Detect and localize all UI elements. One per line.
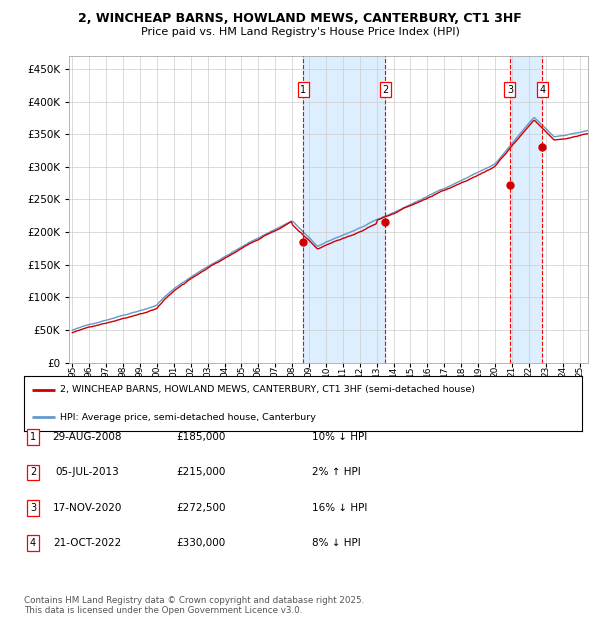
Text: 20: 20	[203, 379, 212, 391]
Text: 97: 97	[101, 366, 110, 377]
Text: 20: 20	[491, 379, 500, 391]
Text: 20: 20	[305, 379, 314, 391]
Text: 20: 20	[220, 379, 229, 391]
Text: 21-OCT-2022: 21-OCT-2022	[53, 538, 121, 548]
Text: 00: 00	[152, 366, 161, 377]
Text: 06: 06	[254, 366, 263, 377]
Text: 10: 10	[322, 366, 331, 377]
Text: 19: 19	[136, 379, 145, 391]
Text: £272,500: £272,500	[176, 503, 226, 513]
Bar	[304, 56, 385, 363]
Text: 19: 19	[473, 366, 482, 377]
Text: 20: 20	[169, 379, 178, 391]
Text: 05: 05	[237, 366, 246, 377]
Text: 20: 20	[491, 366, 500, 377]
Text: 20: 20	[152, 379, 161, 391]
Text: 19: 19	[68, 379, 77, 391]
Text: 14: 14	[389, 366, 398, 377]
Text: 2% ↑ HPI: 2% ↑ HPI	[312, 467, 361, 477]
Text: 09: 09	[305, 366, 314, 377]
Text: 96: 96	[85, 366, 94, 377]
Text: 1: 1	[300, 85, 307, 95]
Text: 20: 20	[473, 379, 482, 391]
Text: 98: 98	[119, 366, 128, 377]
Text: 05-JUL-2013: 05-JUL-2013	[55, 467, 119, 477]
Text: 01: 01	[169, 366, 178, 377]
Text: 24: 24	[558, 366, 567, 377]
Text: 10% ↓ HPI: 10% ↓ HPI	[312, 432, 367, 442]
Text: 16% ↓ HPI: 16% ↓ HPI	[312, 503, 367, 513]
Text: 18: 18	[457, 366, 466, 377]
Text: 20: 20	[508, 379, 517, 391]
Bar	[510, 56, 542, 363]
Text: 3: 3	[507, 85, 513, 95]
Text: Contains HM Land Registry data © Crown copyright and database right 2025.
This d: Contains HM Land Registry data © Crown c…	[24, 596, 364, 615]
Text: 03: 03	[203, 366, 212, 377]
Text: 99: 99	[136, 366, 145, 377]
Text: 20: 20	[541, 379, 550, 391]
Text: 20: 20	[355, 379, 364, 391]
Text: 20: 20	[322, 379, 331, 391]
Text: 20: 20	[254, 379, 263, 391]
Text: 2, WINCHEAP BARNS, HOWLAND MEWS, CANTERBURY, CT1 3HF (semi-detached house): 2, WINCHEAP BARNS, HOWLAND MEWS, CANTERB…	[60, 386, 475, 394]
Text: 20: 20	[575, 379, 584, 391]
Text: 1: 1	[30, 432, 36, 442]
Text: 20: 20	[271, 379, 280, 391]
Text: 04: 04	[220, 366, 229, 377]
Text: Price paid vs. HM Land Registry's House Price Index (HPI): Price paid vs. HM Land Registry's House …	[140, 27, 460, 37]
Text: HPI: Average price, semi-detached house, Canterbury: HPI: Average price, semi-detached house,…	[60, 413, 316, 422]
Text: 29-AUG-2008: 29-AUG-2008	[52, 432, 122, 442]
Text: 19: 19	[119, 379, 128, 391]
Text: £185,000: £185,000	[176, 432, 226, 442]
Text: 23: 23	[541, 366, 550, 377]
Text: 21: 21	[508, 366, 517, 377]
Text: 4: 4	[539, 85, 545, 95]
Text: 20: 20	[338, 379, 347, 391]
Text: 22: 22	[524, 366, 533, 377]
Text: 20: 20	[440, 379, 449, 391]
Text: 19: 19	[101, 379, 110, 391]
Text: 17: 17	[440, 366, 449, 377]
Text: 20: 20	[389, 379, 398, 391]
Text: £330,000: £330,000	[176, 538, 226, 548]
Text: 20: 20	[524, 379, 533, 391]
Text: 15: 15	[406, 366, 415, 377]
Text: 20: 20	[372, 379, 381, 391]
Text: 20: 20	[287, 379, 296, 391]
Text: 20: 20	[237, 379, 246, 391]
Text: 25: 25	[575, 366, 584, 377]
Text: 07: 07	[271, 366, 280, 377]
Text: 19: 19	[85, 379, 94, 391]
Text: 95: 95	[68, 366, 77, 377]
Text: 20: 20	[457, 379, 466, 391]
Text: 08: 08	[287, 366, 296, 377]
Text: 16: 16	[423, 366, 432, 377]
Text: 20: 20	[406, 379, 415, 391]
Text: 11: 11	[338, 366, 347, 377]
Text: 12: 12	[355, 366, 364, 377]
Text: 20: 20	[558, 379, 567, 391]
Text: 3: 3	[30, 503, 36, 513]
Text: 2, WINCHEAP BARNS, HOWLAND MEWS, CANTERBURY, CT1 3HF: 2, WINCHEAP BARNS, HOWLAND MEWS, CANTERB…	[78, 12, 522, 25]
Text: 4: 4	[30, 538, 36, 548]
Text: 02: 02	[186, 366, 195, 377]
Text: 8% ↓ HPI: 8% ↓ HPI	[312, 538, 361, 548]
Text: 13: 13	[372, 366, 381, 377]
Text: 20: 20	[423, 379, 432, 391]
Text: 2: 2	[30, 467, 36, 477]
Text: £215,000: £215,000	[176, 467, 226, 477]
Text: 2: 2	[382, 85, 388, 95]
Text: 17-NOV-2020: 17-NOV-2020	[52, 503, 122, 513]
Text: 20: 20	[186, 379, 195, 391]
